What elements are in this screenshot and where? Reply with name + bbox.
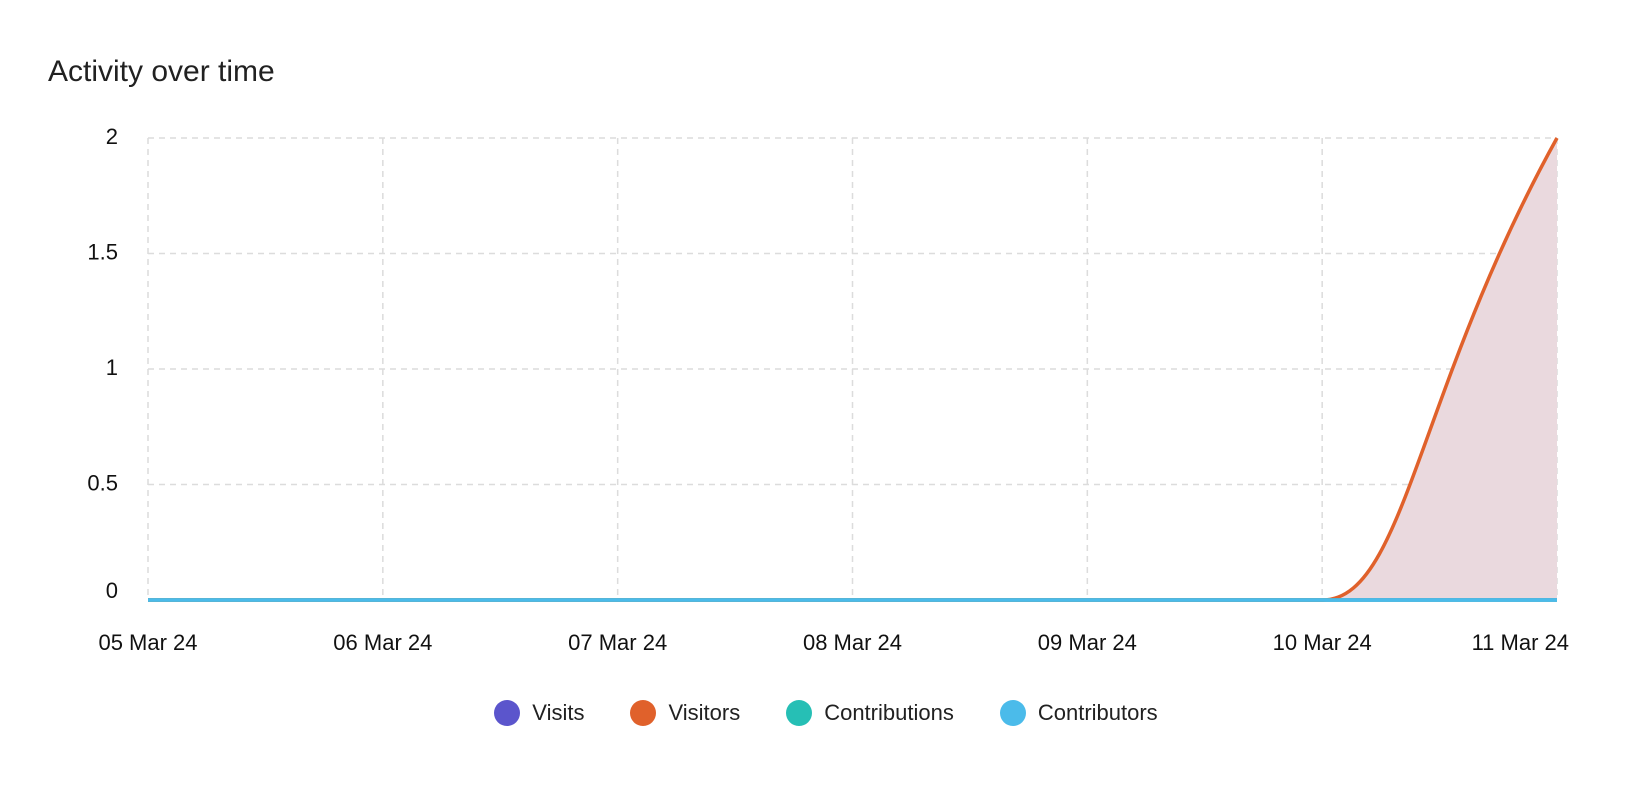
legend-item-contributions[interactable]: Contributions	[786, 700, 954, 726]
legend-label: Contributors	[1037, 700, 1158, 725]
legend-swatch	[999, 700, 1026, 726]
y-tick-label: 0	[106, 578, 118, 603]
x-tick-label: 05 Mar 24	[98, 630, 197, 655]
y-tick-label: 1.5	[87, 240, 118, 265]
legend-swatch	[494, 700, 521, 726]
legend-label: Contributions	[824, 700, 954, 725]
legend-label: Visitors	[668, 700, 741, 725]
x-tick-label: 06 Mar 24	[333, 630, 432, 655]
x-tick-label: 07 Mar 24	[568, 630, 667, 655]
chart-title: Activity over time	[48, 55, 275, 88]
y-tick-label: 1	[106, 355, 118, 380]
y-tick-label: 2	[106, 124, 118, 149]
legend-label: Visits	[532, 700, 585, 725]
x-tick-label: 11 Mar 24	[1472, 630, 1569, 655]
x-tick-label: 08 Mar 24	[803, 630, 902, 655]
legend-item-visits[interactable]: Visits	[494, 700, 584, 726]
x-tick-label: 10 Mar 24	[1273, 630, 1372, 655]
series-area-visitors	[148, 138, 1557, 600]
activity-chart: 0 0.5 1 1.5 2 05 Mar 24 06 Mar 24 07 Mar 24 08 M…	[87, 124, 1569, 655]
legend-item-contributors[interactable]: Contributors	[999, 700, 1158, 726]
legend-swatch	[630, 700, 657, 726]
x-tick-label: 09 Mar 24	[1038, 630, 1137, 655]
legend-item-visitors[interactable]: Visitors	[630, 700, 740, 726]
chart-legend: Visits Visitors Contributions Contributors	[0, 700, 1636, 726]
y-tick-label: 0.5	[87, 471, 118, 496]
legend-swatch	[786, 700, 813, 726]
